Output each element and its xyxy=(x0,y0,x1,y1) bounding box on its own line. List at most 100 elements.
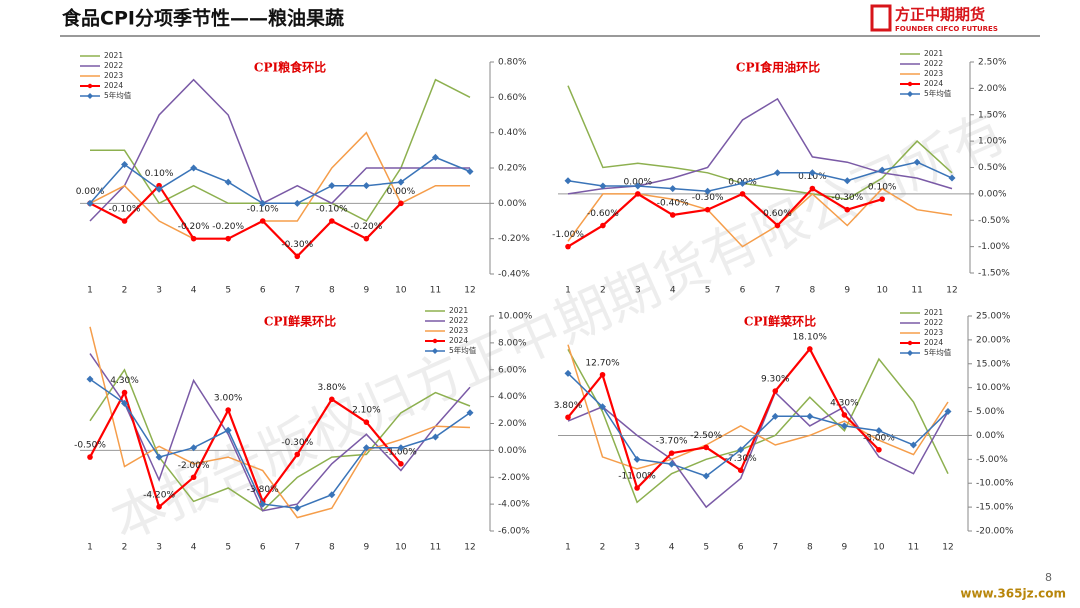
point xyxy=(737,467,744,474)
legend-label: 2023 xyxy=(924,328,943,337)
point xyxy=(913,158,921,166)
y-tick-label: -2.00% xyxy=(498,473,530,483)
data-label: 3.00% xyxy=(214,394,243,404)
legend-label: 2022 xyxy=(104,61,123,70)
data-label: 2.10% xyxy=(352,406,381,416)
point xyxy=(86,199,94,207)
x-tick-label: 8 xyxy=(329,543,335,553)
series-line xyxy=(90,78,471,222)
point xyxy=(259,199,267,207)
point xyxy=(156,504,162,510)
x-tick-label: 10 xyxy=(395,286,407,296)
legend-marker xyxy=(907,340,913,346)
data-label: -0.10% xyxy=(247,205,279,215)
x-tick-label: 6 xyxy=(740,286,746,296)
point xyxy=(944,408,952,416)
point xyxy=(362,444,370,452)
point xyxy=(121,389,128,396)
point xyxy=(668,460,676,468)
point xyxy=(294,451,301,458)
legend-label: 5年均值 xyxy=(449,345,477,355)
x-tick-label: 7 xyxy=(294,286,300,296)
x-tick-label: 10 xyxy=(876,286,888,296)
data-label: 0.10% xyxy=(868,183,897,193)
data-label: -0.20% xyxy=(350,222,382,232)
y-tick-label: 0.00% xyxy=(978,189,1007,199)
x-tick-label: 11 xyxy=(908,543,919,553)
point xyxy=(86,375,94,383)
point xyxy=(739,179,747,187)
data-label: -2.50% xyxy=(690,431,722,441)
data-label: -0.20% xyxy=(212,222,244,232)
x-tick-label: 7 xyxy=(772,543,778,553)
point xyxy=(398,461,404,467)
x-tick-label: 9 xyxy=(844,286,850,296)
point xyxy=(771,412,779,420)
y-tick-label: 15.00% xyxy=(976,359,1011,369)
series-line xyxy=(89,156,471,205)
watermark: 本报告版权归方正中期期货有限公司所有 xyxy=(102,100,1016,553)
y-tick-label: 2.00% xyxy=(498,419,527,429)
chart-title: CPI鲜菜环比 xyxy=(744,314,816,329)
point xyxy=(565,243,571,250)
y-tick-label: -1.00% xyxy=(978,242,1010,252)
y-tick-label: 25.00% xyxy=(976,312,1011,322)
point xyxy=(876,446,882,453)
point xyxy=(466,409,474,417)
y-tick-label: 0.80% xyxy=(498,58,527,68)
series-line xyxy=(89,183,402,258)
series-line xyxy=(89,78,470,222)
point xyxy=(774,222,781,229)
data-label: 0.60% xyxy=(763,209,792,219)
chart-title: CPI粮食环比 xyxy=(254,60,326,75)
x-tick-label: 6 xyxy=(738,543,744,553)
x-tick-label: 1 xyxy=(87,543,93,553)
data-label: 0.00% xyxy=(76,187,105,197)
x-tick-label: 12 xyxy=(942,543,953,553)
y-tick-label: -0.20% xyxy=(498,234,530,244)
logo-en: FOUNDER CIFCO FUTURES xyxy=(895,25,998,33)
legend-marker xyxy=(907,81,913,87)
legend-label: 2024 xyxy=(449,336,468,345)
data-label: -0.30% xyxy=(831,193,863,203)
data-label: -3.80% xyxy=(247,485,279,495)
point xyxy=(806,412,814,420)
point xyxy=(668,450,675,456)
data-label: 0.10% xyxy=(798,172,827,182)
legend-marker xyxy=(432,338,438,344)
point xyxy=(293,199,301,207)
point xyxy=(879,196,885,202)
series-line xyxy=(89,389,402,509)
point xyxy=(259,500,267,508)
x-tick-label: 12 xyxy=(464,543,475,553)
x-tick-label: 4 xyxy=(669,543,675,553)
point xyxy=(329,396,335,403)
y-tick-label: -10.00% xyxy=(976,479,1014,489)
point xyxy=(398,200,404,207)
point xyxy=(431,433,439,441)
x-tick-label: 2 xyxy=(122,286,128,296)
logo-text: 方正中期期货 xyxy=(895,6,985,24)
point xyxy=(669,212,676,218)
data-label: -2.00% xyxy=(178,461,210,471)
x-tick-label: 2 xyxy=(600,286,606,296)
legend-label: 2023 xyxy=(924,69,943,78)
point xyxy=(225,235,231,242)
point xyxy=(294,253,301,260)
y-tick-label: 6.00% xyxy=(498,365,527,375)
y-tick-label: -0.40% xyxy=(498,270,530,280)
data-label: -0.30% xyxy=(281,240,313,250)
x-tick-label: 11 xyxy=(430,543,441,553)
point xyxy=(466,168,474,176)
legend-label: 2023 xyxy=(104,71,123,80)
point xyxy=(600,222,606,229)
y-tick-label: 2.50% xyxy=(978,58,1007,68)
y-tick-label: 2.00% xyxy=(978,84,1007,94)
series-line xyxy=(89,326,471,519)
point xyxy=(190,235,197,242)
point xyxy=(190,164,198,172)
legend-label: 2021 xyxy=(104,51,123,60)
data-label: -0.60% xyxy=(587,209,619,219)
x-tick-label: 1 xyxy=(565,543,571,553)
y-tick-label: 0.40% xyxy=(498,128,527,138)
